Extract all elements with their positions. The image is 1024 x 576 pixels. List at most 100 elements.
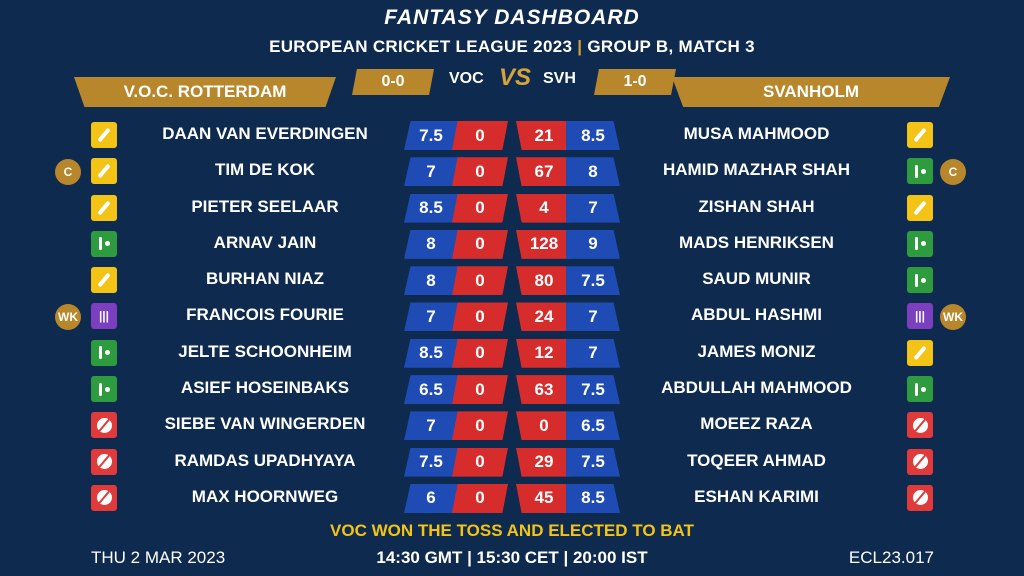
left-player-name: FRANCOIS FOURIE (186, 305, 344, 325)
left-player-name: TIM DE KOK (214, 160, 316, 180)
right-player-name: MADS HENRIKSEN (679, 232, 834, 252)
left-player-name: RAMDAS UPADHYAYA (174, 450, 356, 470)
right-role-badge: C (940, 159, 966, 186)
left-player-credit: 6.5 (404, 375, 458, 405)
cricket-ball-icon (907, 448, 933, 475)
left-player-name: BURHAN NIAZ (205, 269, 325, 289)
left-player-points: 0 (452, 483, 508, 513)
cricket-bat-icon (907, 122, 933, 148)
all-rounder-icon (907, 158, 933, 185)
all-rounder-icon (91, 376, 117, 403)
right-player-points: 45 (516, 483, 572, 513)
player-row: BURHAN NIAZ 8 0 80 7.5 SAUD MUNIR (0, 262, 1024, 298)
player-row: PIETER SEELAAR 8.5 0 4 7 ZISHAN SHAH (0, 190, 1024, 226)
left-team-record: 0-0 (352, 69, 434, 95)
right-player-credit: 7 (566, 302, 620, 332)
player-row: DAAN VAN EVERDINGEN 7.5 0 21 8.5 MUSA MAHMOOD (0, 117, 1024, 153)
right-player-points: 0 (516, 411, 572, 441)
cricket-ball-icon (91, 412, 117, 439)
right-player-credit: 8.5 (566, 121, 620, 150)
left-player-name: DAAN VAN EVERDINGEN (162, 124, 368, 143)
player-rows: DAAN VAN EVERDINGEN 7.5 0 21 8.5 MUSA MAHMOOD… (0, 117, 1024, 516)
match-date: THU 2 MAR 2023 (91, 548, 226, 567)
left-player-name: JELTE SCHOONHEIM (178, 341, 352, 361)
right-player-points: 128 (516, 229, 572, 259)
right-player-points: 63 (516, 375, 572, 405)
right-player-points: 12 (516, 338, 572, 368)
player-row: C TIM DE KOK 7 0 67 8 HAMID MAZHAR SHAH C (0, 153, 1024, 189)
right-player-points: 21 (516, 121, 572, 150)
right-player-credit: 6.5 (566, 411, 620, 441)
left-role-badge: C (55, 159, 81, 186)
cricket-ball-icon (91, 484, 117, 511)
cricket-bat-icon (91, 267, 117, 294)
right-team-banner: SVANHOLM (672, 77, 950, 107)
left-team-banner: V.O.C. ROTTERDAM (74, 77, 336, 107)
wicketkeeper-stumps-icon: ||| (91, 303, 117, 330)
left-player-credit: 7 (404, 157, 458, 187)
player-row: WK ||| FRANCOIS FOURIE 7 0 24 7 ABDUL HASHMI |||… (0, 298, 1024, 334)
right-player-credit: 9 (566, 229, 620, 259)
left-player-points: 0 (452, 266, 508, 296)
left-player-credit: 8 (404, 229, 458, 259)
right-team-abbr: SVH (543, 70, 576, 87)
left-player-points: 0 (452, 302, 508, 332)
left-player-credit: 7 (404, 411, 458, 441)
wicketkeeper-stumps-icon: ||| (907, 303, 933, 330)
player-row: SIEBE VAN WINGERDEN 7 0 0 6.5 MOEEZ RAZA (0, 407, 1024, 443)
all-rounder-icon (907, 230, 933, 257)
right-player-points: 80 (516, 266, 572, 296)
left-player-points: 0 (452, 447, 508, 477)
right-player-name: ZISHAN SHAH (698, 196, 815, 216)
right-player-name: MOEEZ RAZA (700, 414, 813, 434)
toss-result: VOC WON THE TOSS AND ELECTED TO BAT (330, 521, 694, 540)
left-player-points: 0 (452, 338, 508, 368)
all-rounder-icon (907, 376, 933, 403)
left-player-points: 0 (452, 157, 508, 187)
left-role-badge: WK (55, 304, 81, 331)
right-player-name: ESHAN KARIMI (694, 486, 819, 506)
right-player-name: ABDULLAH MAHMOOD (661, 378, 852, 398)
player-row: JELTE SCHOONHEIM 8.5 0 12 7 JAMES MONIZ (0, 335, 1024, 371)
match-subtitle: EUROPEAN CRICKET LEAGUE 2023 | GROUP B, … (0, 37, 1024, 57)
versus-icon: VS (499, 64, 532, 91)
right-player-credit: 7.5 (566, 266, 620, 296)
cricket-ball-icon (91, 448, 117, 475)
subtitle-separator: | (577, 37, 583, 56)
right-player-name: TOQEER AHMAD (687, 450, 826, 470)
left-player-credit: 8.5 (404, 193, 458, 223)
cricket-bat-icon (91, 158, 117, 185)
left-player-credit: 8.5 (404, 338, 458, 368)
right-player-credit: 7 (566, 193, 620, 223)
left-player-credit: 8 (404, 266, 458, 296)
right-player-credit: 8.5 (566, 483, 620, 513)
right-player-points: 4 (516, 193, 572, 223)
player-row: MAX HOORNWEG 6 0 45 8.5 ESHAN KARIMI (0, 480, 1024, 516)
right-player-name: HAMID MAZHAR SHAH (663, 160, 850, 180)
right-team-record: 1-0 (594, 69, 676, 95)
left-player-name: PIETER SEELAAR (191, 196, 339, 216)
player-row: ASIEF HOSEINBAKS 6.5 0 63 7.5 ABDULLAH MAHMOO… (0, 371, 1024, 407)
cricket-bat-icon (907, 194, 933, 221)
match-code: ECL23.017 (848, 548, 934, 567)
left-team-abbr: VOC (449, 70, 484, 87)
right-player-name: JAMES MONIZ (697, 341, 816, 361)
right-player-credit: 7 (566, 338, 620, 368)
left-player-points: 0 (452, 193, 508, 223)
cricket-ball-icon (907, 484, 933, 511)
left-player-credit: 7 (404, 302, 458, 332)
left-player-credit: 6 (404, 483, 458, 513)
player-row: RAMDAS UPADHYAYA 7.5 0 29 7.5 TOQEER AHMAD (0, 444, 1024, 480)
left-player-points: 0 (452, 121, 508, 150)
cricket-bat-icon (91, 122, 117, 148)
left-player-points: 0 (452, 411, 508, 441)
right-player-credit: 8 (566, 157, 620, 187)
right-player-name: SAUD MUNIR (702, 269, 811, 289)
left-player-points: 0 (452, 229, 508, 259)
league-name: EUROPEAN CRICKET LEAGUE 2023 (269, 37, 573, 56)
all-rounder-icon (907, 267, 933, 294)
left-player-name: MAX HOORNWEG (191, 486, 339, 506)
right-player-name: MUSA MAHMOOD (683, 124, 830, 143)
cricket-bat-icon (907, 339, 933, 366)
all-rounder-icon (91, 339, 117, 366)
